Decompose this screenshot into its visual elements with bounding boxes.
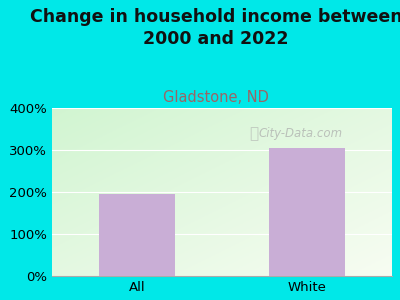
Text: City-Data.com: City-Data.com: [258, 127, 342, 140]
Text: Gladstone, ND: Gladstone, ND: [163, 90, 269, 105]
Text: ⓘ: ⓘ: [250, 126, 259, 141]
Bar: [99, 194, 175, 276]
Bar: [269, 148, 345, 276]
Text: Change in household income between
2000 and 2022: Change in household income between 2000 …: [30, 8, 400, 48]
